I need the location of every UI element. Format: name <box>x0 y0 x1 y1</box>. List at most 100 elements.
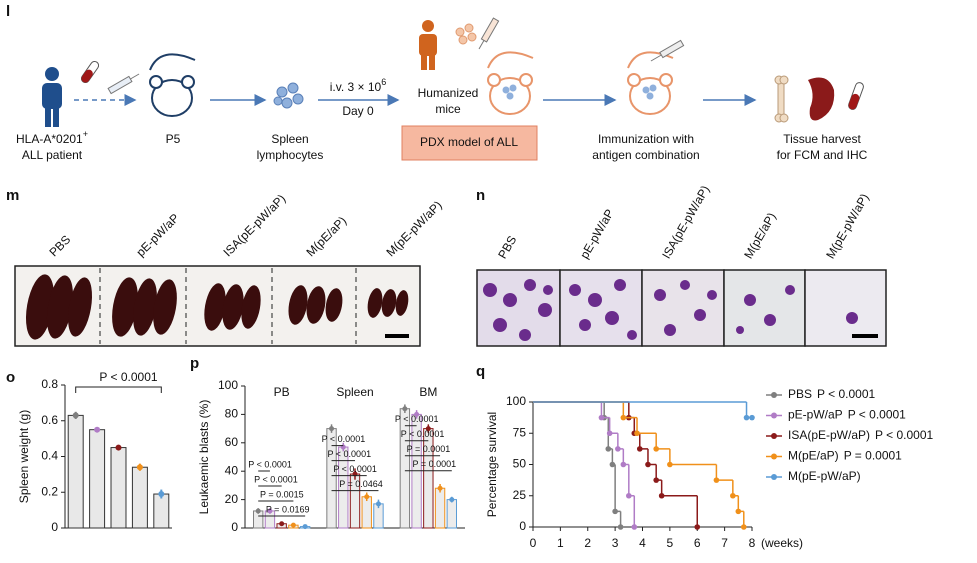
p-value: P < 0.0001 <box>327 449 371 459</box>
group-label: M(pE-pW/aP) <box>823 191 871 261</box>
bar <box>67 414 84 529</box>
panel-label: n <box>476 187 485 204</box>
patient-label: HLA-A*0201+ <box>16 129 88 146</box>
mouse-icon <box>149 53 196 117</box>
mean-dot <box>425 426 431 432</box>
patient-icon <box>42 67 62 127</box>
group-label: Spleen <box>336 385 373 399</box>
mean-dot <box>414 411 420 417</box>
cells-icon <box>642 84 657 100</box>
x-tick-label: 7 <box>721 536 728 550</box>
mouse-icon <box>487 51 534 115</box>
x-tick-label: 4 <box>639 536 646 550</box>
event-dot <box>626 492 632 499</box>
y-axis-label: Leukaemic blasts (%) <box>197 400 211 515</box>
injection-label: i.v. 3 × 106 <box>330 77 387 94</box>
x-axis-label: (weeks) <box>761 536 803 550</box>
blood-tube <box>848 82 864 110</box>
event-dot <box>749 414 755 421</box>
p-value: P < 0.0001 <box>395 414 439 424</box>
p-value: P < 0.0001 <box>333 464 377 474</box>
event-dot <box>631 524 638 530</box>
donor-icon <box>419 20 437 70</box>
legend-dot <box>771 474 777 480</box>
y-tick-label: 0 <box>51 520 58 534</box>
legend-dot <box>771 392 777 398</box>
mean-dot <box>255 508 261 514</box>
spleen-label: Spleen <box>271 132 308 146</box>
panel-label: o <box>6 369 15 386</box>
day-label: Day 0 <box>342 104 374 118</box>
group-label: PB <box>274 385 290 399</box>
mean-dot <box>302 524 308 530</box>
smear-panels <box>476 269 887 347</box>
event-dot <box>634 430 640 437</box>
y-tick-label: 0.6 <box>41 413 58 427</box>
syringe <box>650 39 685 62</box>
p-value: P = 0.0001 <box>407 444 451 454</box>
scale-bar <box>852 334 878 338</box>
group-label: ISA(pE-pW/aP) <box>659 183 712 261</box>
legend-dot <box>771 433 777 439</box>
y-tick-label: 40 <box>225 463 239 477</box>
mean-dot <box>329 426 335 432</box>
mean-dot <box>290 522 296 528</box>
event-dot <box>612 508 618 515</box>
legend-dot <box>771 453 777 460</box>
survival-step <box>715 464 733 481</box>
x-tick-label: 8 <box>749 536 756 550</box>
y-tick-label: 80 <box>225 407 239 421</box>
mean-dot <box>115 444 122 451</box>
cells-icon <box>273 82 304 109</box>
bracket <box>75 386 162 393</box>
legend-entry: pE-pW/aP P < 0.0001 <box>788 408 906 422</box>
bar <box>399 408 411 529</box>
x-tick-label: 3 <box>612 536 619 550</box>
event-dot <box>605 446 612 452</box>
event-dot <box>667 461 673 468</box>
bar <box>153 493 170 529</box>
pdx-label: PDX model of ALL <box>420 135 518 149</box>
event-dot <box>735 508 742 515</box>
mice-label: mice <box>435 102 461 116</box>
legend-p-value: P < 0.0001 <box>848 408 906 422</box>
event-dot <box>713 477 720 483</box>
x-tick-label: 0 <box>530 536 537 550</box>
legend-p-value: P < 0.0001 <box>875 428 933 442</box>
event-dot <box>620 461 627 468</box>
pdx-box <box>401 125 538 161</box>
y-tick-label: 0 <box>231 520 238 534</box>
event-dot <box>609 461 616 468</box>
text: HLA-A*0201 <box>16 132 83 146</box>
bar <box>110 447 127 529</box>
scale-bar <box>385 334 409 338</box>
event-dot <box>694 524 701 530</box>
legend-p-value: P = 0.0001 <box>844 449 902 463</box>
legend-name: pE-pW/aP <box>788 408 843 422</box>
legend-entry: M(pE-pW/aP) <box>788 469 861 483</box>
mouse-icon <box>627 51 674 115</box>
y-axis-label: Percentage survival <box>485 412 499 517</box>
x-tick-label: 1 <box>557 536 564 550</box>
p-value: P = 0.0001 <box>413 459 457 469</box>
mean-dot <box>267 508 273 514</box>
legend-dot <box>771 412 777 419</box>
event-dot <box>730 492 736 499</box>
mean-dot <box>402 406 408 412</box>
blood-tube <box>80 60 100 84</box>
legend-name: ISA(pE-pW/aP) <box>788 428 870 442</box>
event-dot <box>653 446 659 452</box>
y-tick-label: 0.4 <box>41 449 58 463</box>
syringe <box>478 17 500 50</box>
p-value: P = 0.0015 <box>260 489 304 499</box>
p-value: P < 0.0001 <box>99 370 157 384</box>
bone-icon <box>774 75 789 123</box>
spleen-label: lymphocytes <box>257 148 324 162</box>
group-label: pE-pW/aP <box>577 207 616 261</box>
event-dot <box>615 446 621 452</box>
x-tick-label: 2 <box>584 536 591 550</box>
mice-label: Humanized <box>418 86 479 100</box>
superscript: + <box>83 129 88 139</box>
p5-label: P5 <box>166 132 181 146</box>
event-dot <box>645 461 651 468</box>
